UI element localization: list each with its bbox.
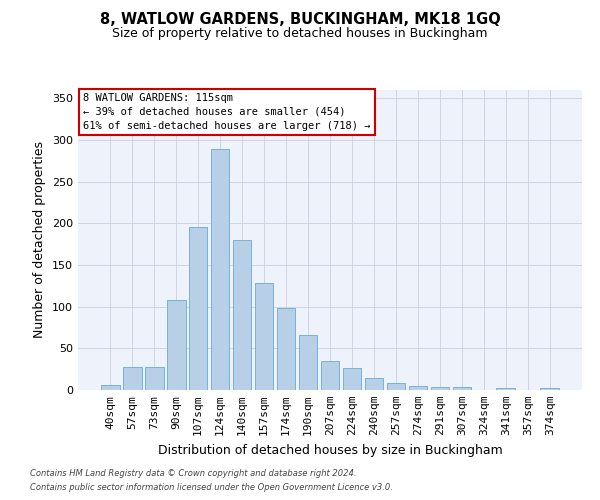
Y-axis label: Number of detached properties: Number of detached properties: [34, 142, 46, 338]
Bar: [541, 388, 559, 390]
Bar: [320, 361, 340, 390]
Bar: [167, 300, 185, 390]
Bar: [409, 386, 427, 390]
Bar: [211, 149, 229, 390]
Bar: [431, 386, 449, 390]
Bar: [365, 378, 383, 390]
Bar: [255, 284, 274, 390]
Text: Contains HM Land Registry data © Crown copyright and database right 2024.: Contains HM Land Registry data © Crown c…: [30, 468, 356, 477]
Bar: [277, 308, 295, 390]
Bar: [101, 385, 119, 390]
Text: Size of property relative to detached houses in Buckingham: Size of property relative to detached ho…: [112, 28, 488, 40]
Text: 8 WATLOW GARDENS: 115sqm
← 39% of detached houses are smaller (454)
61% of semi-: 8 WATLOW GARDENS: 115sqm ← 39% of detach…: [83, 93, 371, 131]
Bar: [452, 386, 471, 390]
Text: 8, WATLOW GARDENS, BUCKINGHAM, MK18 1GQ: 8, WATLOW GARDENS, BUCKINGHAM, MK18 1GQ: [100, 12, 500, 28]
Bar: [145, 366, 164, 390]
Text: Contains public sector information licensed under the Open Government Licence v3: Contains public sector information licen…: [30, 484, 393, 492]
Bar: [233, 240, 251, 390]
Bar: [189, 226, 208, 390]
Bar: [386, 384, 405, 390]
Bar: [299, 335, 317, 390]
Bar: [496, 388, 515, 390]
Bar: [123, 366, 142, 390]
Bar: [343, 368, 361, 390]
X-axis label: Distribution of detached houses by size in Buckingham: Distribution of detached houses by size …: [158, 444, 502, 456]
